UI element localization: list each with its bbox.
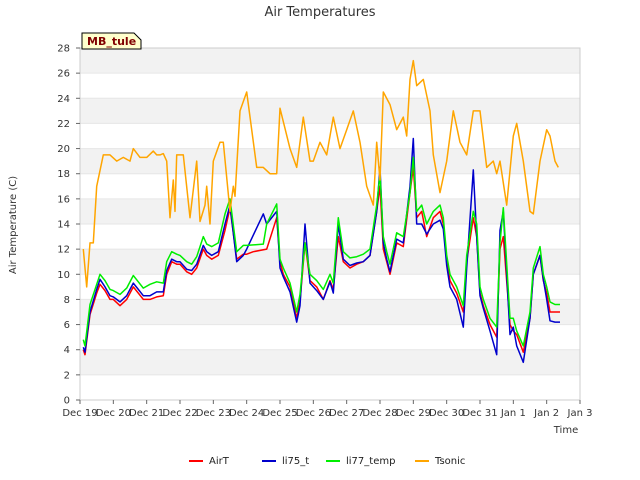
- grid-band: [80, 48, 580, 74]
- background-bands: [80, 47, 580, 401]
- x-tick-label: Dec 26: [296, 408, 331, 419]
- y-axis-label: Air Temperature (C): [8, 176, 19, 274]
- legend-label: li77_temp: [346, 456, 395, 467]
- x-tick-label: Dec 31: [462, 408, 497, 419]
- x-tick-label: Dec 23: [196, 408, 231, 419]
- station-tag-label: MB_tule: [87, 35, 136, 48]
- x-tick-label: Dec 22: [162, 408, 197, 419]
- y-tick-label: 12: [57, 245, 70, 256]
- station-tag: MB_tule: [81, 32, 142, 50]
- y-tick-label: 10: [57, 270, 70, 281]
- y-tick-label: 16: [57, 194, 70, 205]
- x-tick-label: Dec 24: [229, 408, 264, 419]
- legend-label: li75_t: [282, 456, 309, 467]
- y-tick-label: 6: [64, 320, 70, 331]
- y-tick-label: 4: [64, 345, 70, 356]
- legend-label: AirT: [209, 456, 230, 467]
- y-tick-label: 0: [64, 396, 70, 407]
- x-tick-label: Dec 28: [362, 408, 397, 419]
- y-tick-label: 28: [57, 44, 70, 55]
- series-line-tsonic: [82, 59, 559, 288]
- grid-band: [80, 349, 580, 375]
- grid-band: [80, 299, 580, 325]
- y-tick-label: 2: [64, 370, 70, 381]
- y-tick-label: 14: [57, 220, 70, 231]
- chart-title: Air Temperatures: [264, 5, 375, 20]
- x-tick-label: Dec 25: [262, 408, 297, 419]
- legend: AirT li75_t li77_temp Tsonic: [189, 456, 465, 467]
- grid-band: [80, 198, 580, 224]
- x-axis-label: Time: [553, 425, 578, 436]
- x-tick-label: Jan 2: [533, 408, 559, 419]
- series-line-li77-temp: [82, 156, 560, 347]
- x-tick-label: Dec 20: [96, 408, 131, 419]
- y-tick-label: 18: [57, 169, 70, 180]
- x-tick-label: Dec 21: [129, 408, 164, 419]
- y-tick-label: 8: [64, 295, 70, 306]
- y-tick-label: 24: [57, 94, 70, 105]
- grid-band: [80, 98, 580, 124]
- y-tick-label: 22: [57, 119, 70, 130]
- x-tick-label: Jan 1: [500, 408, 526, 419]
- y-tick-label: 26: [57, 69, 70, 80]
- series-layer: [82, 59, 560, 364]
- x-tick-label: Dec 29: [396, 408, 431, 419]
- x-tick-label: Dec 19: [62, 408, 97, 419]
- station-tag-box: [81, 32, 142, 50]
- x-tick-label: Dec 30: [429, 408, 464, 419]
- legend-label: Tsonic: [434, 456, 465, 467]
- grid-band: [80, 249, 580, 275]
- x-tick-label: Dec 27: [329, 408, 364, 419]
- x-tick-label: Jan 3: [567, 408, 593, 419]
- grid-band: [80, 148, 580, 174]
- y-tick-label: 20: [57, 144, 70, 155]
